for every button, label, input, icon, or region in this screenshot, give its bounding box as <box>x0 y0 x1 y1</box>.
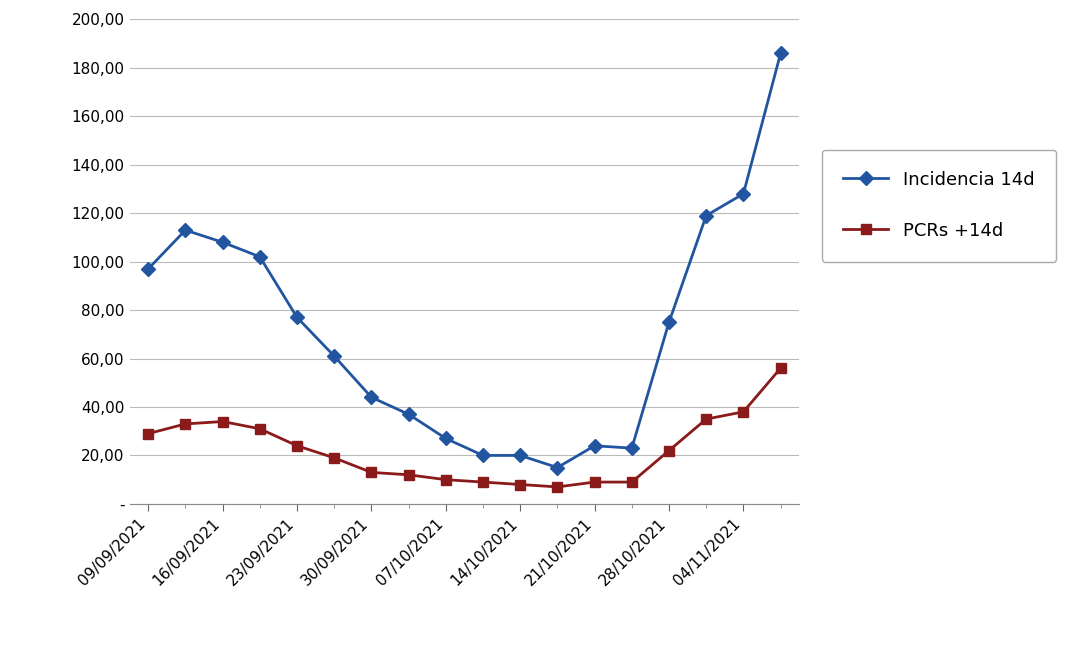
Incidencia 14d <box>402 410 415 418</box>
PCRs +14d <box>737 408 750 416</box>
PCRs +14d <box>254 425 267 433</box>
Incidencia 14d <box>514 452 527 459</box>
PCRs +14d <box>551 483 564 491</box>
PCRs +14d <box>589 478 602 486</box>
Incidencia 14d <box>662 318 675 326</box>
Incidencia 14d <box>179 226 192 234</box>
PCRs +14d <box>774 364 787 372</box>
Incidencia 14d <box>141 265 154 273</box>
Legend: Incidencia 14d, PCRs +14d: Incidencia 14d, PCRs +14d <box>822 149 1056 262</box>
PCRs +14d <box>402 471 415 479</box>
Incidencia 14d <box>625 444 638 452</box>
PCRs +14d <box>514 481 527 488</box>
PCRs +14d <box>179 420 192 428</box>
Incidencia 14d <box>476 452 489 459</box>
PCRs +14d <box>216 418 229 426</box>
Incidencia 14d <box>774 50 787 57</box>
Incidencia 14d <box>254 253 267 260</box>
Incidencia 14d <box>589 442 602 450</box>
Line: Incidencia 14d: Incidencia 14d <box>144 48 785 472</box>
PCRs +14d <box>625 478 638 486</box>
PCRs +14d <box>662 447 675 455</box>
PCRs +14d <box>476 478 489 486</box>
PCRs +14d <box>327 454 340 462</box>
Incidencia 14d <box>365 393 378 401</box>
Incidencia 14d <box>327 352 340 360</box>
PCRs +14d <box>440 475 453 483</box>
Incidencia 14d <box>700 212 713 220</box>
PCRs +14d <box>365 468 378 476</box>
PCRs +14d <box>291 442 303 450</box>
Incidencia 14d <box>291 313 303 321</box>
Incidencia 14d <box>737 190 750 198</box>
Incidencia 14d <box>440 435 453 443</box>
Incidencia 14d <box>216 238 229 246</box>
PCRs +14d <box>700 415 713 423</box>
PCRs +14d <box>141 430 154 437</box>
Line: PCRs +14d: PCRs +14d <box>144 363 785 492</box>
Incidencia 14d <box>551 464 564 472</box>
